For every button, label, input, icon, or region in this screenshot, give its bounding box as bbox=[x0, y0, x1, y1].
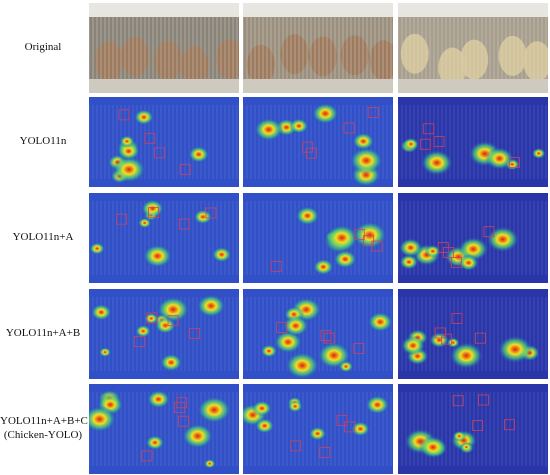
heatmap bbox=[89, 289, 239, 379]
heatmap bbox=[243, 97, 393, 187]
heatmap bbox=[89, 193, 239, 283]
row-label: YOLO11n bbox=[19, 135, 67, 147]
heatmap bbox=[89, 384, 239, 474]
row-label: YOLO11n+A bbox=[12, 231, 74, 243]
heatmap bbox=[398, 384, 548, 474]
heatmap bbox=[243, 193, 393, 283]
row-sublabel: (Chicken-YOLO) bbox=[3, 429, 83, 441]
heatmap bbox=[398, 193, 548, 283]
row-label: YOLO11n+A+B+C bbox=[0, 415, 88, 427]
heatmap bbox=[398, 97, 548, 187]
heatmap bbox=[89, 97, 239, 187]
photo bbox=[398, 3, 548, 93]
row-label: YOLO11n+A+B bbox=[5, 327, 81, 339]
heatmap bbox=[398, 289, 548, 379]
heatmap bbox=[243, 384, 393, 474]
photo bbox=[243, 3, 393, 93]
row-label: Original bbox=[24, 41, 62, 53]
heatmap bbox=[243, 289, 393, 379]
photo bbox=[89, 3, 239, 93]
